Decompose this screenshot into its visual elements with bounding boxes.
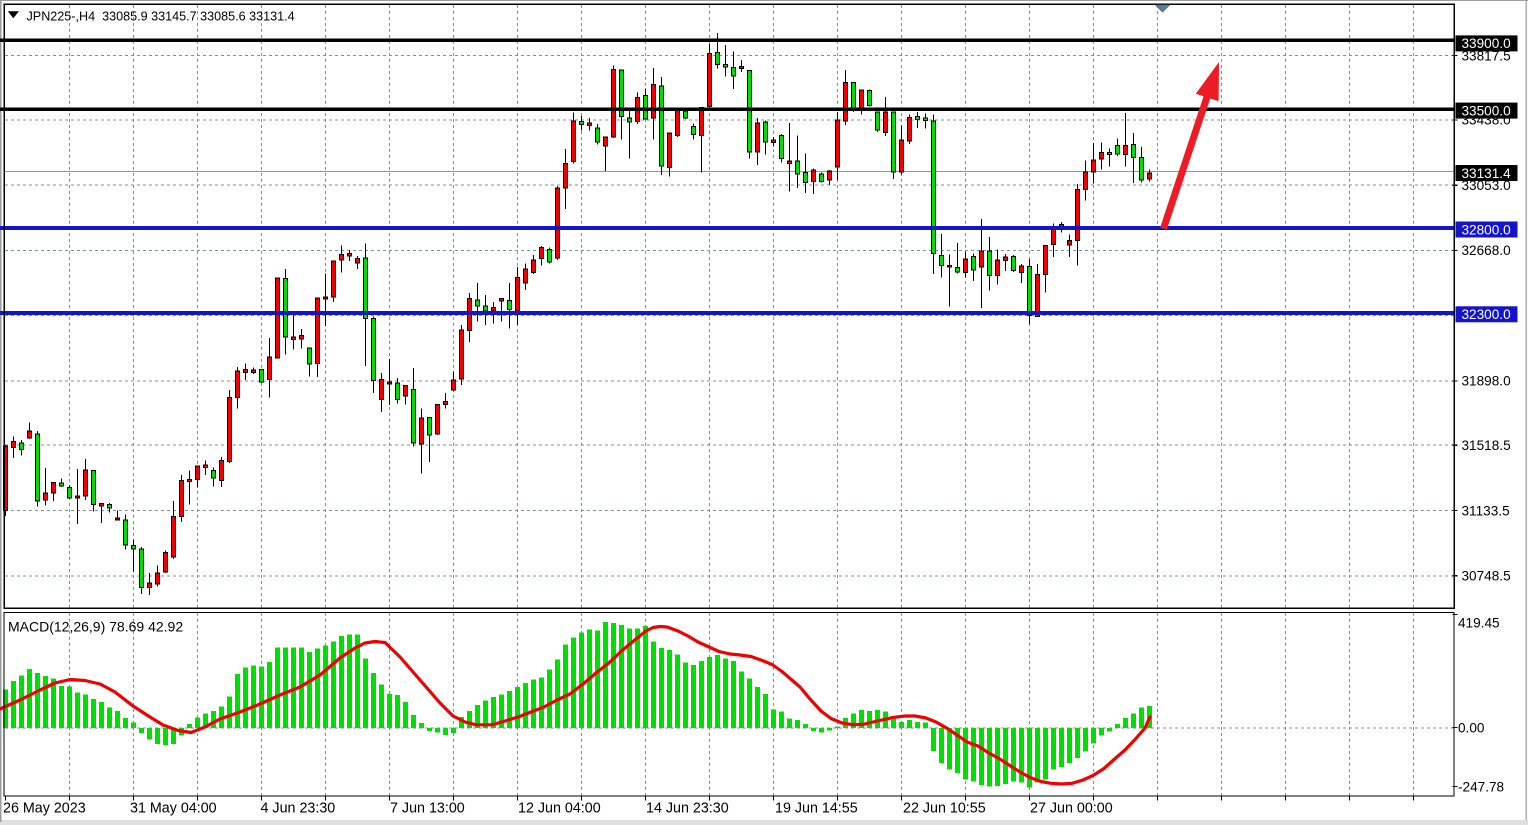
svg-text:33131.4: 33131.4: [1462, 166, 1512, 181]
svg-text:30748.5: 30748.5: [1462, 569, 1511, 584]
svg-text:31518.5: 31518.5: [1462, 438, 1511, 453]
svg-text:31898.0: 31898.0: [1462, 374, 1512, 389]
svg-text:19 Jun 14:55: 19 Jun 14:55: [775, 801, 858, 817]
svg-text:0.00: 0.00: [1458, 720, 1485, 735]
svg-text:32300.0: 32300.0: [1462, 307, 1512, 322]
svg-text:27 Jun 00:00: 27 Jun 00:00: [1030, 801, 1113, 817]
svg-text:7 Jun 13:00: 7 Jun 13:00: [390, 801, 465, 817]
svg-text:MACD(12,26,9) 78.69 42.92: MACD(12,26,9) 78.69 42.92: [8, 619, 183, 635]
svg-text:4 Jun 23:30: 4 Jun 23:30: [261, 801, 336, 817]
svg-text:33900.0: 33900.0: [1462, 36, 1512, 51]
svg-text:32668.0: 32668.0: [1462, 243, 1512, 258]
svg-text:12 Jun 04:00: 12 Jun 04:00: [518, 801, 601, 817]
svg-text:JPN225-,H4 33085.9 33145.7 33: JPN225-,H4 33085.9 33145.7 33085.6 33131…: [27, 9, 295, 23]
svg-text:33053.0: 33053.0: [1462, 178, 1512, 193]
svg-text:31133.5: 31133.5: [1462, 503, 1510, 518]
svg-text:26 May 2023: 26 May 2023: [3, 801, 86, 817]
svg-text:33817.5: 33817.5: [1462, 48, 1511, 63]
svg-text:-247.78: -247.78: [1458, 779, 1504, 794]
svg-text:22 Jun 10:55: 22 Jun 10:55: [903, 801, 986, 817]
svg-text:419.45: 419.45: [1458, 616, 1500, 631]
svg-text:31 May 04:00: 31 May 04:00: [130, 801, 217, 817]
svg-text:32800.0: 32800.0: [1462, 222, 1512, 237]
svg-text:14 Jun 23:30: 14 Jun 23:30: [646, 801, 729, 817]
svg-text:33500.0: 33500.0: [1462, 103, 1512, 118]
